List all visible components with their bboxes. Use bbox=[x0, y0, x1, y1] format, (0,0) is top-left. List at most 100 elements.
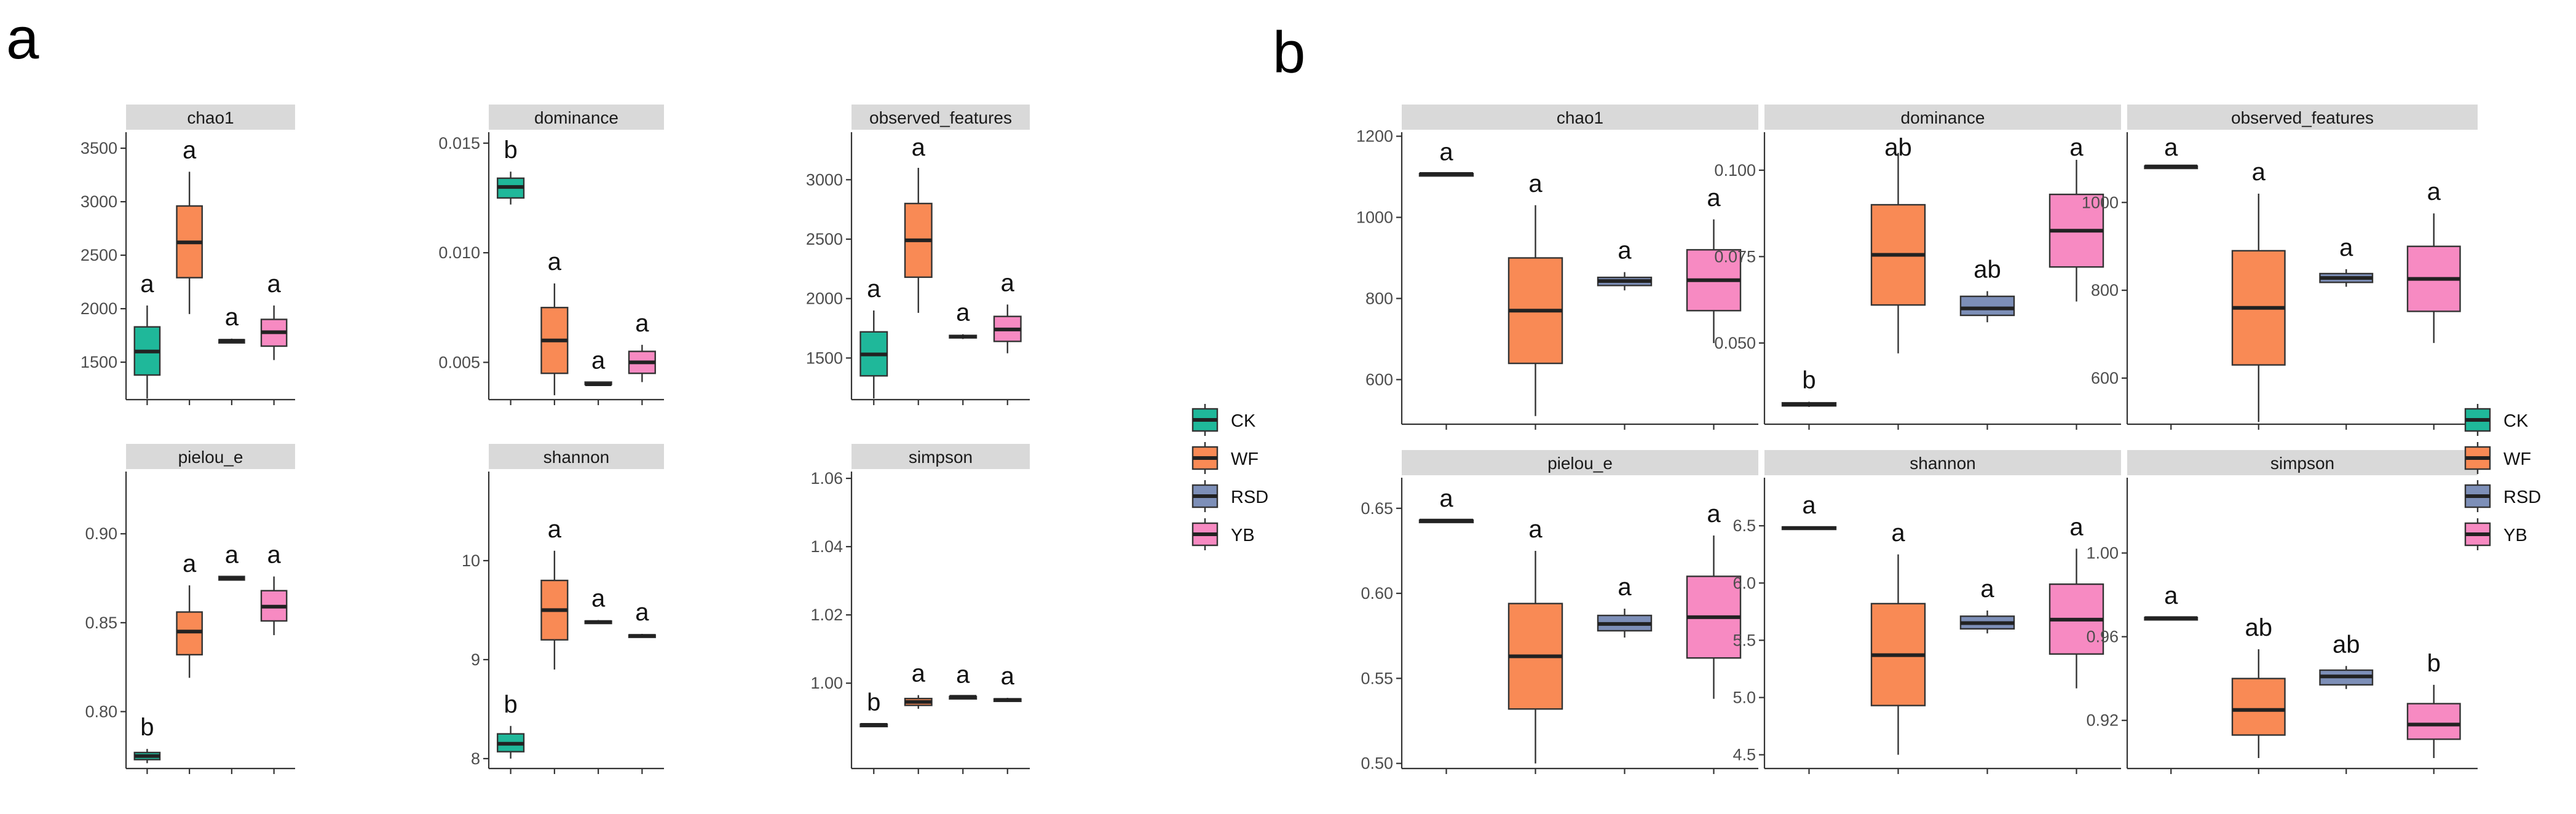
significance-letter: a bbox=[591, 585, 606, 612]
facet-strip bbox=[1402, 450, 1758, 475]
significance-letter: a bbox=[1707, 184, 1721, 211]
legend-label-YB: YB bbox=[2503, 526, 2527, 545]
facet-b-dominance: dominance 0.050 0.075 0.100 b ab ab a bbox=[1714, 105, 2121, 430]
significance-letter: b bbox=[1802, 366, 1815, 393]
y-tick-label: 600 bbox=[2091, 369, 2119, 387]
y-tick-label: 2000 bbox=[806, 290, 843, 308]
box-YB: a bbox=[2406, 178, 2461, 343]
y-tick-label: 1.00 bbox=[810, 674, 843, 692]
significance-letter: ab bbox=[1973, 256, 2001, 283]
significance-letter: a bbox=[267, 271, 282, 298]
significance-letter: a bbox=[548, 516, 562, 543]
facet-title: dominance bbox=[534, 108, 618, 127]
legend-label-RSD: RSD bbox=[1231, 488, 1268, 507]
box-CK: a bbox=[2144, 134, 2199, 170]
box-CK: b bbox=[497, 691, 525, 759]
significance-letter: ab bbox=[1884, 134, 1912, 161]
box-RSD: a bbox=[218, 304, 245, 344]
box-YB: a bbox=[993, 663, 1022, 702]
facet-strip bbox=[489, 444, 664, 469]
box-CK: a bbox=[1781, 492, 1837, 531]
significance-letter: a bbox=[2427, 178, 2441, 205]
box-YB: a bbox=[628, 310, 656, 382]
y-tick-label: 3500 bbox=[81, 139, 117, 157]
y-tick-label: 2500 bbox=[81, 246, 117, 264]
panel-b: chao1 600 800 1000 1200 a a a a dominance 0.050 0.0… bbox=[1356, 105, 2541, 774]
box-YB: a bbox=[1686, 500, 1742, 699]
y-tick-label: 2000 bbox=[81, 299, 117, 318]
facet-title: dominance bbox=[1901, 108, 1985, 127]
significance-letter: a bbox=[2069, 134, 2084, 161]
facet-strip bbox=[1402, 105, 1758, 130]
box-CK: b bbox=[1781, 366, 1837, 407]
box-RSD: ab bbox=[2319, 631, 2374, 689]
box-WF: ab bbox=[2231, 614, 2286, 758]
y-tick-label: 0.92 bbox=[2086, 711, 2119, 730]
box-RSD: a bbox=[218, 542, 245, 581]
significance-letter: a bbox=[867, 275, 881, 302]
facet-strip bbox=[126, 444, 295, 469]
y-tick-label: 800 bbox=[2091, 281, 2119, 299]
significance-letter: a bbox=[2069, 513, 2084, 540]
box-CK: a bbox=[1418, 485, 1474, 524]
significance-letter: a bbox=[2164, 134, 2178, 161]
box-CK: b bbox=[497, 136, 525, 205]
box-RSD: a bbox=[2319, 234, 2374, 287]
legend-label-RSD: RSD bbox=[2503, 488, 2541, 507]
facet-title: chao1 bbox=[1557, 108, 1603, 127]
significance-letter: b bbox=[867, 689, 880, 716]
facet-a-observed_features: observed_features 1500 2000 2500 3000 a a a a bbox=[806, 105, 1030, 405]
y-tick-label: 1.02 bbox=[810, 606, 843, 624]
significance-letter: a bbox=[1528, 170, 1543, 197]
legend-a: CK WF RSD YB bbox=[1191, 404, 1268, 550]
significance-letter: b bbox=[2427, 650, 2441, 677]
significance-letter: a bbox=[1439, 485, 1453, 512]
y-tick-label: 1.04 bbox=[810, 537, 843, 556]
box-WF: a bbox=[540, 248, 569, 395]
y-tick-label: 1000 bbox=[2082, 193, 2119, 211]
facet-b-simpson: simpson 0.92 0.96 1.00 a ab ab b bbox=[2086, 450, 2478, 774]
y-tick-label: 1200 bbox=[1356, 127, 1393, 146]
significance-letter: ab bbox=[2333, 631, 2360, 658]
facet-b-pielou_e: pielou_e 0.50 0.55 0.60 0.65 a a a a bbox=[1361, 450, 1758, 774]
y-tick-label: 10 bbox=[462, 551, 480, 570]
significance-letter: a bbox=[1439, 138, 1453, 165]
box-YB: a bbox=[1686, 184, 1742, 344]
significance-letter: a bbox=[140, 271, 154, 298]
legend-label-WF: WF bbox=[1231, 449, 1258, 469]
significance-letter: a bbox=[1891, 520, 1905, 547]
y-tick-label: 0.005 bbox=[438, 353, 480, 371]
y-tick-label: 8 bbox=[471, 749, 480, 768]
box-RSD: a bbox=[949, 661, 978, 700]
significance-letter: a bbox=[591, 347, 606, 374]
facet-b-observed_features: observed_features 600 800 1000 a a a a bbox=[2082, 105, 2478, 430]
significance-letter: a bbox=[956, 299, 970, 326]
y-tick-label: 0.50 bbox=[1361, 754, 1393, 773]
y-tick-label: 0.100 bbox=[1714, 161, 1756, 180]
y-tick-label: 9 bbox=[471, 650, 480, 669]
facet-a-simpson: simpson 1.00 1.02 1.04 1.06 b a a a bbox=[810, 444, 1030, 774]
facet-strip bbox=[851, 444, 1030, 469]
y-tick-label: 6.0 bbox=[1732, 574, 1756, 592]
box-RSD: a bbox=[949, 299, 978, 339]
y-tick-label: 0.80 bbox=[85, 702, 117, 721]
y-tick-label: 0.85 bbox=[85, 614, 117, 632]
y-tick-label: 3000 bbox=[81, 192, 117, 211]
facet-a-pielou_e: pielou_e 0.80 0.85 0.90 b a a a bbox=[85, 444, 295, 774]
panel-label-a: a bbox=[6, 6, 39, 71]
y-tick-label: 2500 bbox=[806, 230, 843, 248]
box-body bbox=[2231, 678, 2286, 736]
panel-label-b: b bbox=[1273, 20, 1305, 85]
y-tick-label: 5.0 bbox=[1732, 689, 1756, 707]
significance-letter: a bbox=[1618, 237, 1632, 264]
y-tick-label: 600 bbox=[1365, 370, 1393, 389]
box-RSD: a bbox=[584, 585, 612, 625]
box-CK: a bbox=[859, 275, 888, 399]
y-tick-label: 0.075 bbox=[1714, 247, 1756, 266]
significance-letter: a bbox=[635, 599, 649, 626]
box-WF: ab bbox=[1870, 134, 1926, 354]
significance-letter: a bbox=[1980, 575, 1994, 603]
box-WF: a bbox=[1507, 170, 1563, 416]
legend-label-CK: CK bbox=[2503, 411, 2529, 431]
